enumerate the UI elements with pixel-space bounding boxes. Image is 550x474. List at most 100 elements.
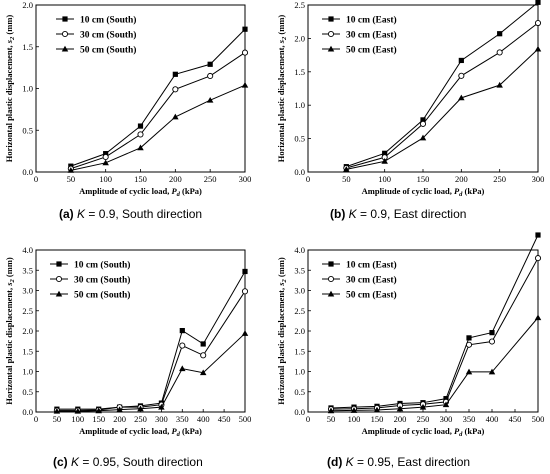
x-tick-label: 500 bbox=[532, 414, 545, 424]
legend-marker bbox=[327, 45, 335, 52]
caption-var: K bbox=[346, 455, 355, 469]
legend: 10 cm (East) 30 cm (East) 50 cm (East) bbox=[322, 260, 397, 301]
x-tick-label: 350 bbox=[176, 414, 189, 424]
x-axis-title-main: Amplitude of cyclic load, bbox=[79, 186, 171, 196]
x-axis-title-sub: d bbox=[459, 431, 463, 438]
y-tick-label: 2.0 bbox=[294, 326, 305, 336]
data-point bbox=[241, 81, 249, 88]
data-point bbox=[419, 120, 427, 127]
data-point bbox=[206, 96, 214, 103]
data-point bbox=[67, 167, 75, 173]
x-tick-label: 100 bbox=[71, 414, 84, 424]
caption-label: (d) bbox=[327, 455, 342, 469]
x-axis-title-unit: (kPa) bbox=[180, 186, 202, 196]
series-line bbox=[346, 1, 539, 168]
data-point bbox=[137, 131, 144, 138]
x-axis-title-sub: d bbox=[459, 191, 463, 198]
legend-label: 10 cm (South) bbox=[74, 260, 130, 271]
data-point bbox=[137, 405, 144, 412]
data-point bbox=[534, 314, 542, 321]
x-tick-label: 250 bbox=[493, 174, 506, 184]
y-axis-title-var: s bbox=[4, 282, 14, 287]
data-point bbox=[381, 158, 388, 164]
series-line bbox=[70, 84, 246, 171]
y-axis-title-unit: (mm) bbox=[4, 257, 14, 279]
data-point bbox=[200, 352, 207, 359]
x-axis-title-sub: d bbox=[177, 191, 181, 198]
data-point bbox=[488, 368, 496, 375]
data-point bbox=[534, 255, 542, 262]
caption-label: (a) bbox=[59, 207, 74, 221]
legend-entry: 30 cm (South) bbox=[50, 275, 130, 286]
data-point bbox=[74, 407, 82, 414]
y-axis-title-var: s bbox=[4, 39, 14, 44]
y-tick-label: 3.0 bbox=[294, 286, 305, 296]
data-point bbox=[535, 232, 541, 238]
y-tick-label: 0.0 bbox=[294, 407, 305, 417]
x-axis-title: Amplitude of cyclic load, Pd (kPa) bbox=[79, 186, 202, 198]
x-tick-label: 300 bbox=[532, 174, 545, 184]
series-3 bbox=[343, 45, 542, 172]
y-tick-label: 0.0 bbox=[22, 407, 33, 417]
x-axis-title-main: Amplitude of cyclic load, bbox=[79, 426, 171, 436]
series-3 bbox=[327, 314, 542, 414]
data-point bbox=[241, 288, 249, 295]
data-point bbox=[497, 31, 503, 37]
x-axis-title-main: Amplitude of cyclic load, bbox=[362, 186, 454, 196]
x-axis-title: Amplitude of cyclic load, Pd (kPa) bbox=[362, 426, 485, 438]
legend-label: 30 cm (East) bbox=[346, 30, 397, 41]
y-tick-label: 2.5 bbox=[294, 306, 305, 316]
data-point bbox=[199, 369, 207, 376]
data-point bbox=[158, 403, 165, 410]
y-axis-title: Horizontal plastic displacement, s2 (mm) bbox=[276, 15, 288, 163]
data-point bbox=[327, 407, 335, 414]
y-axis-title: Horizontal plastic displacement, s2 (mm) bbox=[276, 257, 288, 405]
y-tick-label: 2.5 bbox=[294, 0, 305, 10]
chart-panel-2: 0 50 100 150 200 250 300 0.0 0.5 1.0 1.5 2.0 2.5 Ampl… bbox=[276, 0, 544, 221]
data-point bbox=[419, 134, 427, 141]
chart-panel-3: 0 50 100 150 200 250 300 350 400 450 500 0.0 0.5 1.0 1… bbox=[4, 245, 251, 469]
data-point bbox=[458, 57, 464, 64]
caption-rest: = 0.95, East direction bbox=[354, 455, 470, 469]
legend-marker bbox=[56, 261, 62, 267]
y-axis-title-main: Horizontal plastic displacement, bbox=[4, 286, 14, 405]
data-point bbox=[443, 396, 449, 402]
series-2 bbox=[67, 49, 249, 172]
caption-var: K bbox=[77, 207, 86, 221]
data-point bbox=[535, 0, 541, 5]
series-line bbox=[56, 333, 246, 412]
legend-entry: 50 cm (East) bbox=[322, 45, 397, 56]
legend: 10 cm (South) 30 cm (South) 50 cm (South) bbox=[56, 15, 136, 56]
y-tick-label: 1.0 bbox=[294, 100, 305, 110]
x-tick-label: 0 bbox=[34, 414, 38, 424]
legend-label: 50 cm (South) bbox=[80, 45, 136, 56]
legend-entry: 10 cm (South) bbox=[56, 15, 136, 26]
legend-entry: 50 cm (South) bbox=[56, 45, 136, 56]
data-point bbox=[179, 365, 186, 372]
data-point bbox=[382, 150, 388, 156]
legend: 10 cm (East) 30 cm (East) 50 cm (East) bbox=[322, 15, 397, 56]
x-tick-label: 400 bbox=[197, 414, 210, 424]
data-point bbox=[241, 330, 249, 336]
y-tick-label: 2.0 bbox=[22, 0, 33, 10]
data-point bbox=[103, 151, 109, 157]
x-tick-label: 300 bbox=[155, 414, 168, 424]
data-point bbox=[102, 153, 109, 161]
x-tick-label: 150 bbox=[92, 414, 105, 424]
legend-entry: 10 cm (East) bbox=[322, 260, 397, 271]
panel-caption: (c) K = 0.95, South direction bbox=[53, 455, 203, 469]
x-tick-label: 50 bbox=[53, 414, 62, 424]
data-point bbox=[466, 335, 472, 341]
x-axis-title-var: P bbox=[454, 426, 460, 436]
x-tick-label: 250 bbox=[134, 414, 147, 424]
x-tick-label: 150 bbox=[417, 174, 430, 184]
data-point bbox=[172, 86, 179, 93]
y-tick-label: 2.0 bbox=[22, 326, 33, 336]
y-tick-label: 4.0 bbox=[294, 245, 305, 255]
y-axis-title-main: Horizontal plastic displacement, bbox=[4, 43, 14, 162]
data-point bbox=[534, 45, 542, 52]
y-axis-title-main: Horizontal plastic displacement, bbox=[276, 286, 286, 405]
caption-label: (c) bbox=[53, 455, 68, 469]
data-point bbox=[442, 401, 450, 408]
